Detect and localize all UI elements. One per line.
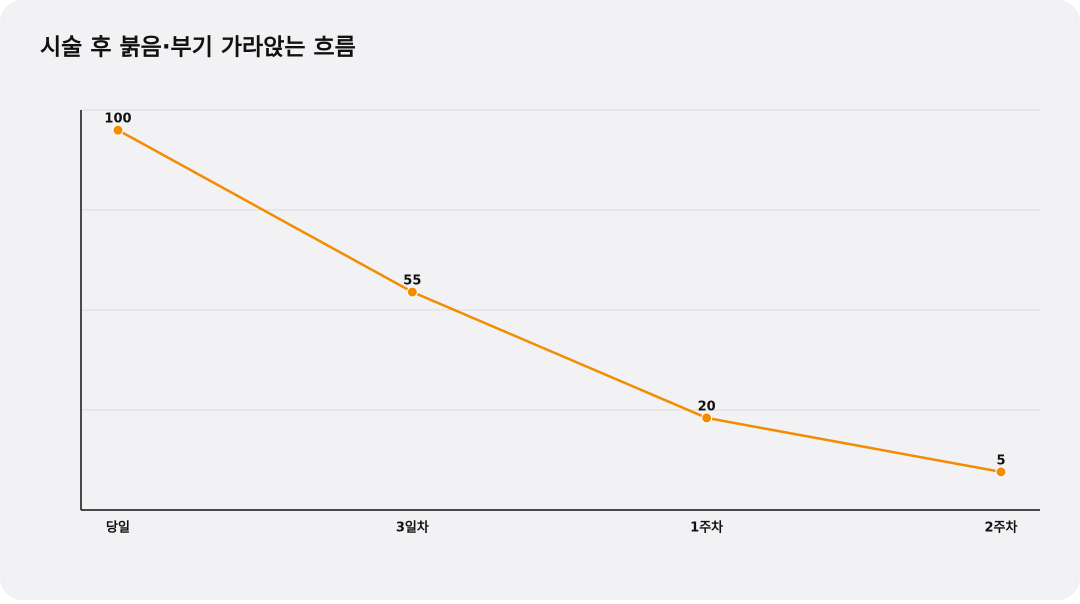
chart-title: 시술 후 붉음·부기 가라앉는 흐름 xyxy=(40,35,356,61)
point xyxy=(406,286,418,298)
line xyxy=(117,129,1002,474)
x-tick-label: 당일 xyxy=(106,520,130,536)
x-tick-label: 3일차 xyxy=(396,520,429,536)
value-label: 5 xyxy=(996,453,1005,468)
value-label: 100 xyxy=(104,112,131,127)
x-tick-label: 1주차 xyxy=(690,520,723,536)
x-tick-label: 2주차 xyxy=(985,520,1018,536)
point xyxy=(995,466,1007,478)
value-label: 20 xyxy=(698,399,716,414)
point xyxy=(701,412,713,424)
point xyxy=(112,124,124,136)
value-label: 55 xyxy=(403,274,421,289)
